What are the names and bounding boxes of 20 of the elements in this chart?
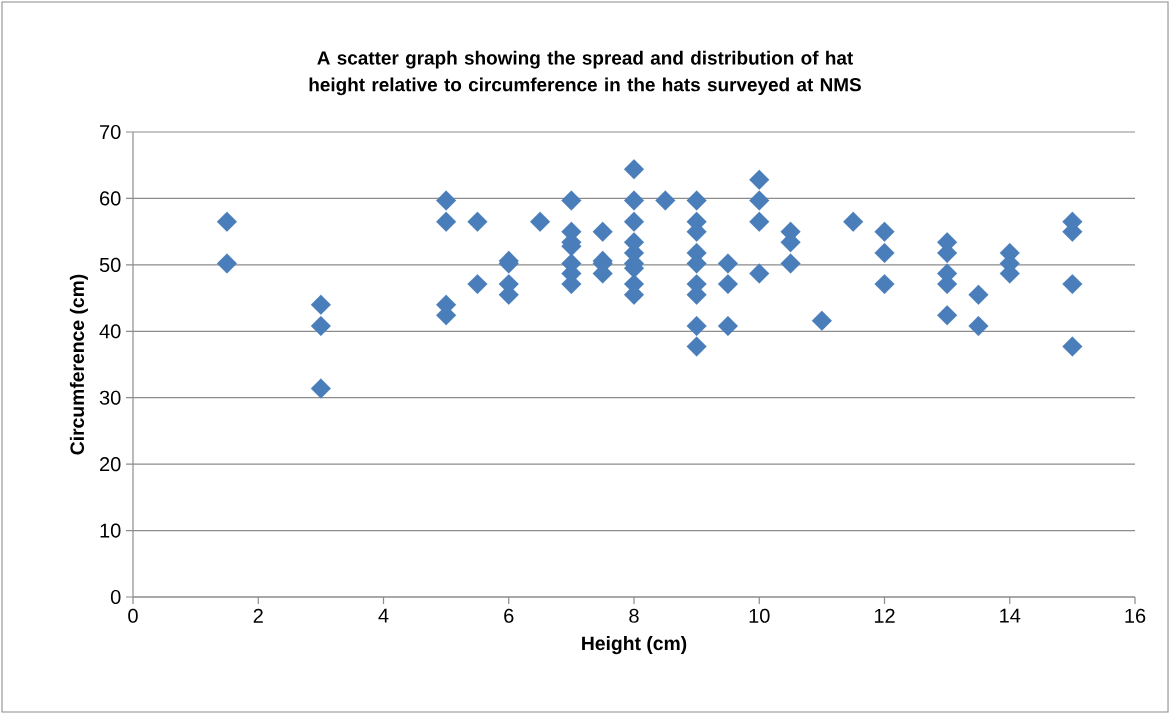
x-tick-label: 6 — [504, 608, 514, 623]
x-tick-label: 16 — [1125, 608, 1146, 623]
y-tick-label: 70 — [100, 124, 121, 140]
x-tick-label: 4 — [378, 608, 389, 623]
chart-title: A scatter graph showing the spread and distribution of hat height relative to circumference in the hats surveyed at NMS — [309, 50, 861, 96]
y-tick-label: 60 — [100, 191, 121, 206]
x-axis-title: Height (cm) — [582, 636, 687, 655]
x-tick-label: 8 — [629, 608, 639, 623]
x-tick-label: 2 — [253, 608, 263, 623]
y-tick-label: 40 — [99, 324, 121, 339]
y-tick-label: 20 — [100, 457, 121, 472]
y-tick-label: 10 — [100, 523, 121, 538]
y-axis-title: Circumference (cm) — [69, 274, 88, 455]
x-tick-label: 0 — [128, 608, 138, 623]
y-tick-label: 0 — [110, 589, 121, 605]
x-tick-label: 14 — [1000, 608, 1021, 623]
y-tick-label: 30 — [99, 390, 121, 405]
x-tick-label: 10 — [749, 608, 770, 623]
y-tick-label: 50 — [99, 257, 121, 272]
x-tick-label: 12 — [874, 608, 895, 623]
